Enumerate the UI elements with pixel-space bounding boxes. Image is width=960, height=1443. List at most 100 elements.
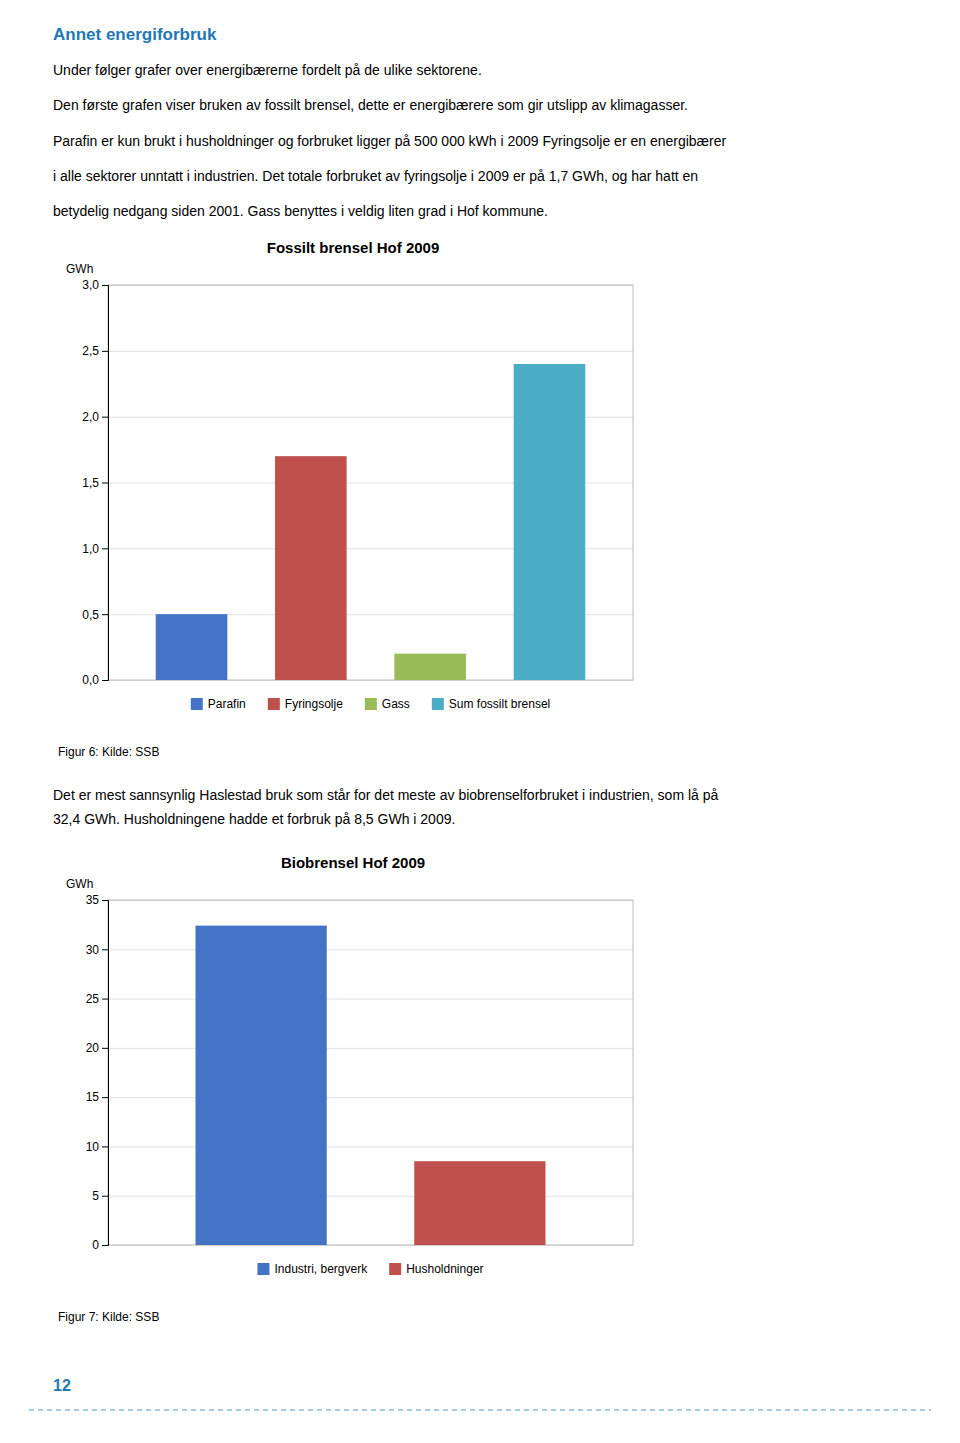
axis-line	[102, 901, 109, 1246]
axis-title: GWh	[66, 262, 93, 276]
legend-swatch	[191, 698, 203, 710]
bar	[275, 456, 347, 680]
tick-mark	[102, 1146, 108, 1147]
tick-label: 0,5	[82, 608, 99, 622]
tick-mark	[102, 1245, 108, 1246]
legend-item: Parafin	[191, 697, 246, 711]
chart-title: Fossilt brensel Hof 2009	[267, 239, 440, 256]
tick-mark	[102, 548, 108, 549]
axis-title: GWh	[66, 877, 93, 891]
tick-mark	[102, 949, 108, 950]
tick-label: 0,0	[82, 673, 99, 687]
legend-label: Husholdninger	[406, 1262, 483, 1276]
tick-label: 10	[86, 1140, 100, 1154]
tick-mark	[102, 900, 108, 901]
bars	[156, 364, 586, 680]
chart: Biobrensel Hof 2009 GWh 0 5 10 15 20 25 30 35 Indu…	[58, 854, 633, 1324]
page-rule	[29, 1409, 931, 1410]
grid	[108, 286, 633, 681]
tick-label: 5	[92, 1189, 99, 1203]
tick: 25	[86, 992, 108, 1006]
legend-swatch	[257, 1263, 269, 1275]
page: Annet energiforbrukUnder følger grafer o…	[0, 0, 960, 1443]
y-axis: 0 5 10 15 20 25 30 35	[86, 893, 109, 1252]
tick: 0,0	[82, 673, 108, 687]
legend-item: Sum fossilt brensel	[432, 697, 550, 711]
chart: Fossilt brensel Hof 2009 GWh 0,0 0,5 1,0 1,5 2…	[58, 239, 633, 759]
grid-line	[108, 1097, 633, 1098]
grid-tick	[108, 1196, 633, 1197]
tick: 10	[86, 1140, 108, 1154]
bar	[514, 364, 586, 680]
plot-frame	[108, 900, 633, 1245]
tick-label: 15	[86, 1090, 100, 1104]
tick-mark	[102, 1048, 108, 1049]
grid	[108, 901, 633, 1246]
plot: 0 5 10 15 20 25 30 35	[86, 893, 633, 1252]
caption: Figur 7: Kilde: SSB	[58, 1310, 159, 1324]
legend-swatch	[365, 698, 377, 710]
tick-label: 1,0	[82, 542, 99, 556]
grid-line	[108, 949, 633, 950]
tick-label: 25	[86, 992, 100, 1006]
grid-line	[108, 1146, 633, 1147]
tick-label: 2,0	[82, 410, 99, 424]
tick-mark	[102, 1097, 108, 1098]
tick: 0,5	[82, 608, 108, 622]
grid-tick	[108, 1097, 633, 1098]
legend-item: Fyringsolje	[268, 697, 343, 711]
legend-swatch	[389, 1263, 401, 1275]
plot: 0,00,51,01,52,02,53,0	[82, 278, 633, 687]
legend-label: Fyringsolje	[285, 697, 343, 711]
paragraph: Under følger grafer over energibærerne f…	[53, 62, 482, 78]
tick-mark	[102, 417, 108, 418]
chart-title: Biobrensel Hof 2009	[281, 854, 425, 871]
legend-label: Industri, bergverk	[274, 1262, 368, 1276]
bars	[196, 926, 546, 1245]
legend-swatch	[268, 698, 280, 710]
bar	[394, 654, 466, 680]
tick: 35	[86, 893, 108, 907]
legend-swatch	[432, 698, 444, 710]
tick-mark	[102, 614, 108, 615]
paragraph: 32,4 GWh. Husholdningene hadde et forbru…	[53, 811, 455, 827]
page-number: 12	[53, 1377, 71, 1394]
tick-label: 30	[86, 943, 100, 957]
grid-line	[108, 1196, 633, 1197]
legend-item: Gass	[365, 697, 410, 711]
grid-tick	[108, 1146, 633, 1147]
tick: 1,0	[82, 542, 108, 556]
bar	[196, 926, 327, 1245]
tick-mark	[102, 680, 108, 681]
tick: 15	[86, 1090, 108, 1104]
tick: 2,0	[82, 410, 108, 424]
tick-label: 1,5	[82, 476, 99, 490]
tick-label: 3,0	[82, 278, 99, 292]
tick-mark	[102, 999, 108, 1000]
legend-item: Husholdninger	[389, 1262, 483, 1276]
caption: Figur 6: Kilde: SSB	[58, 745, 159, 759]
tick: 5	[92, 1189, 108, 1203]
tick-label: 20	[86, 1041, 100, 1055]
paragraph: Parafin er kun brukt i husholdninger og …	[53, 133, 727, 149]
legend-label: Parafin	[208, 697, 246, 711]
bar	[156, 614, 228, 680]
grid-tick	[108, 999, 633, 1000]
tick-mark	[102, 1196, 108, 1197]
tick-mark	[102, 285, 108, 286]
legend-label: Sum fossilt brensel	[449, 697, 550, 711]
bar	[414, 1161, 545, 1245]
plot-frame	[108, 285, 633, 680]
tick-label: 35	[86, 893, 100, 907]
grid-line	[108, 351, 633, 352]
paragraph: i alle sektorer unntatt i industrien. De…	[53, 168, 698, 184]
legend-label: Gass	[382, 697, 410, 711]
paragraph: Det er mest sannsynlig Haslestad bruk so…	[53, 787, 719, 803]
axis-line	[102, 286, 109, 681]
grid-line	[108, 1048, 633, 1049]
paragraph: Den første grafen viser bruken av fossil…	[53, 97, 688, 113]
grid-tick	[108, 351, 633, 352]
tick: 20	[86, 1041, 108, 1055]
grid-line	[108, 999, 633, 1000]
tick-label: 0	[92, 1238, 99, 1252]
